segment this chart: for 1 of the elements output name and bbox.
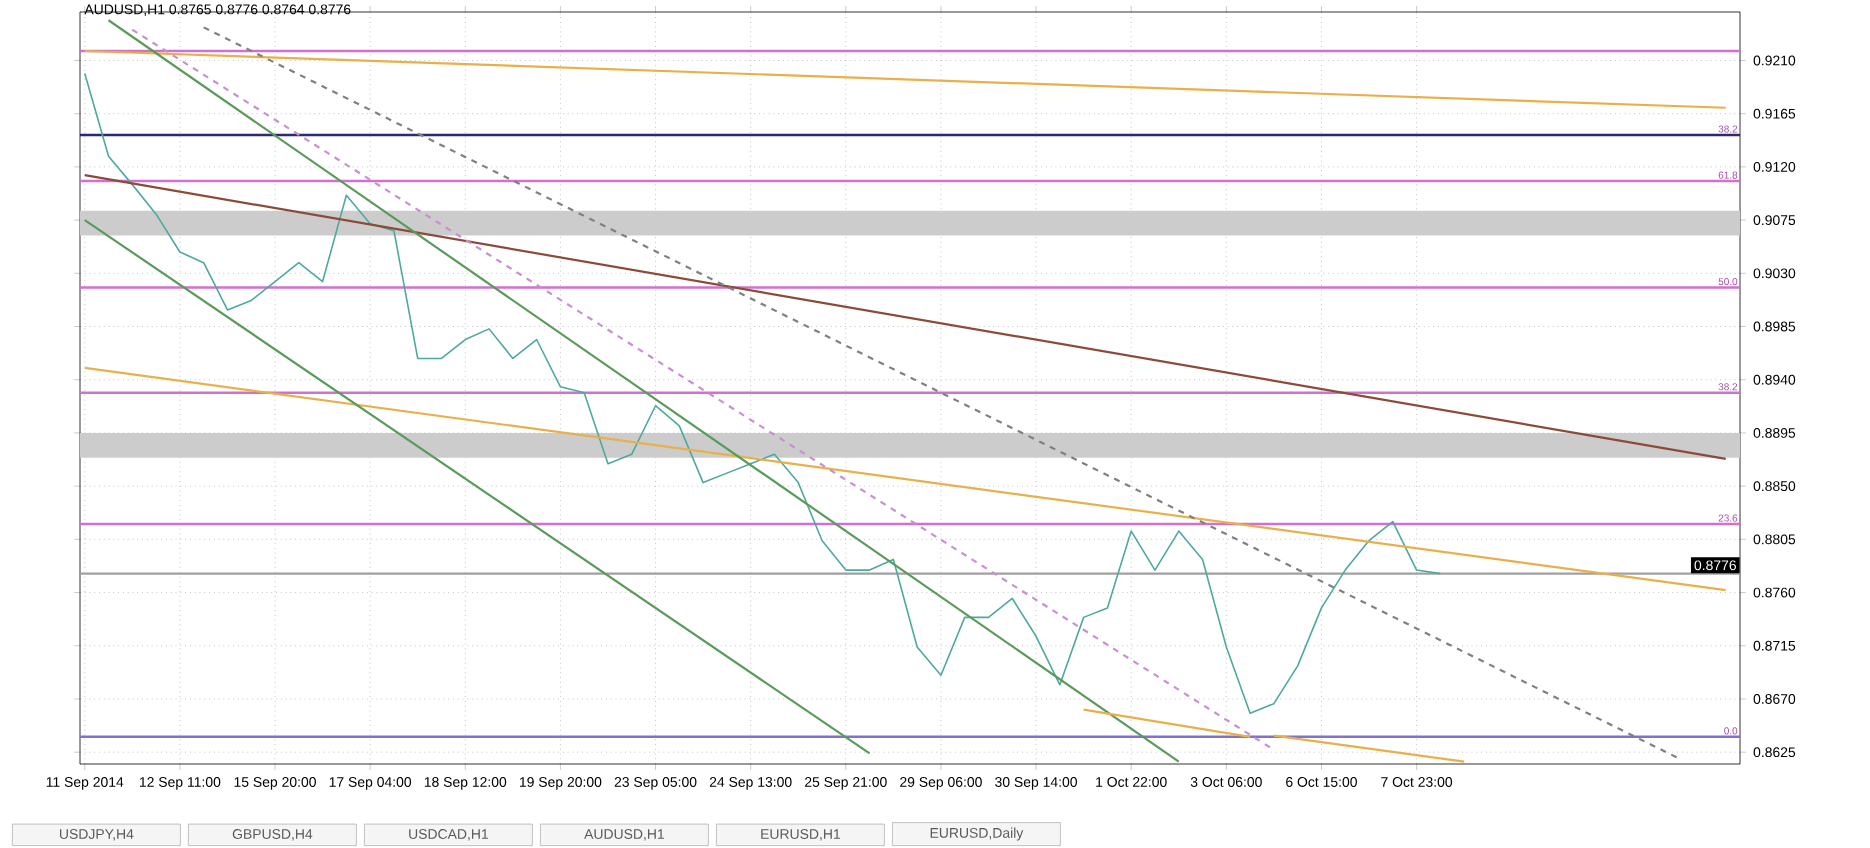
line-series bbox=[83, 72, 1442, 714]
